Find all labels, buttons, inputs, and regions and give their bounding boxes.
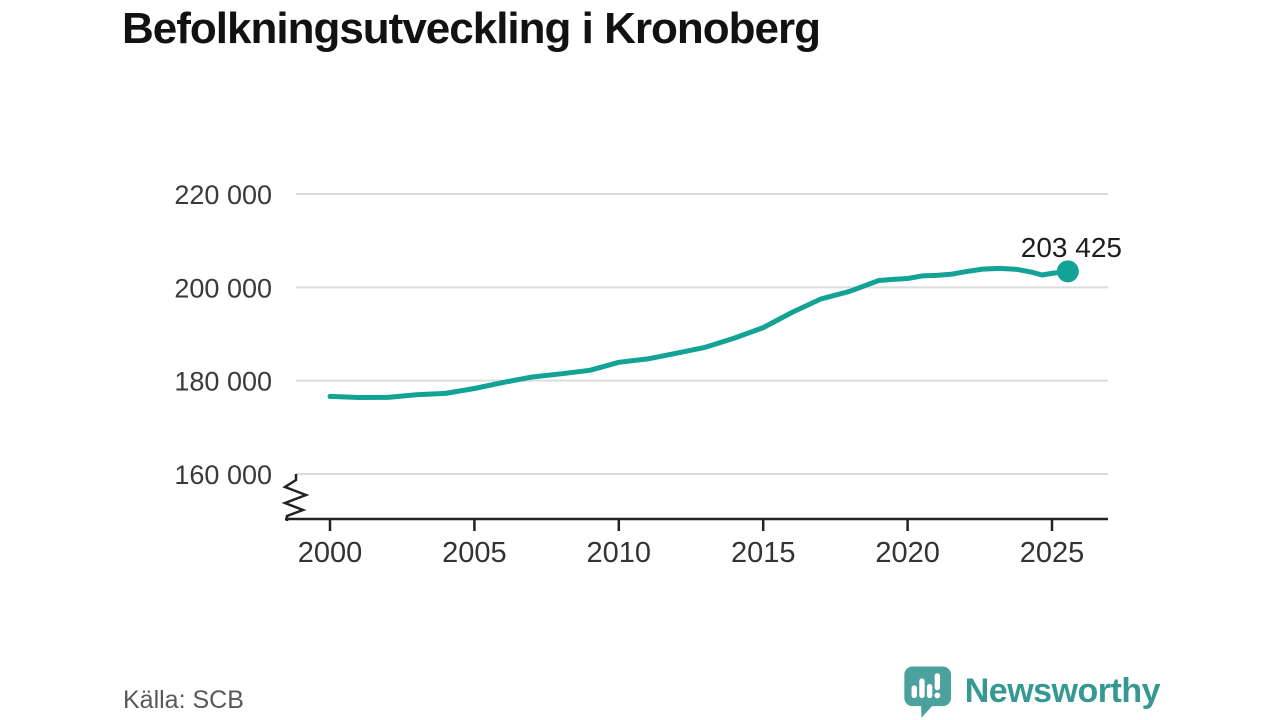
chart-title: Befolkningsutveckling i Kronoberg: [122, 4, 821, 53]
speech-bubble-bar-chart-icon: [904, 666, 951, 718]
source-note: Källa: SCB: [123, 686, 244, 714]
y-axis-tick-label: 180 000: [174, 367, 272, 397]
y-axis-tick-label: 160 000: [174, 460, 272, 490]
data-series: [327, 265, 1071, 400]
x-axis-tick-label: 2005: [442, 537, 507, 569]
end-point-annotation: 203 425: [1021, 232, 1122, 283]
population-line: [327, 265, 1071, 400]
x-axis: 2000 2005 2010 2015 2020 2025: [281, 474, 1108, 569]
end-point-label: 203 425: [1021, 232, 1122, 263]
x-axis-tick-label: 2000: [298, 537, 363, 569]
y-axis-tick-label: 220 000: [174, 180, 272, 210]
x-axis-tick-label: 2010: [587, 537, 652, 569]
y-axis-labels: 220 000 200 000 180 000 160 000: [174, 180, 272, 490]
x-axis-tick-label: 2015: [731, 537, 796, 569]
brand-logo: Newsworthy: [898, 662, 1161, 720]
end-point-marker: [1056, 260, 1079, 283]
y-axis-tick-label: 200 000: [174, 273, 272, 303]
x-axis-tick-label: 2025: [1020, 537, 1085, 569]
gridlines: [296, 193, 1108, 475]
axis-break-icon: [281, 474, 310, 521]
x-axis-tick-label: 2020: [875, 537, 940, 569]
brand-wordmark: Newsworthy: [964, 671, 1161, 710]
